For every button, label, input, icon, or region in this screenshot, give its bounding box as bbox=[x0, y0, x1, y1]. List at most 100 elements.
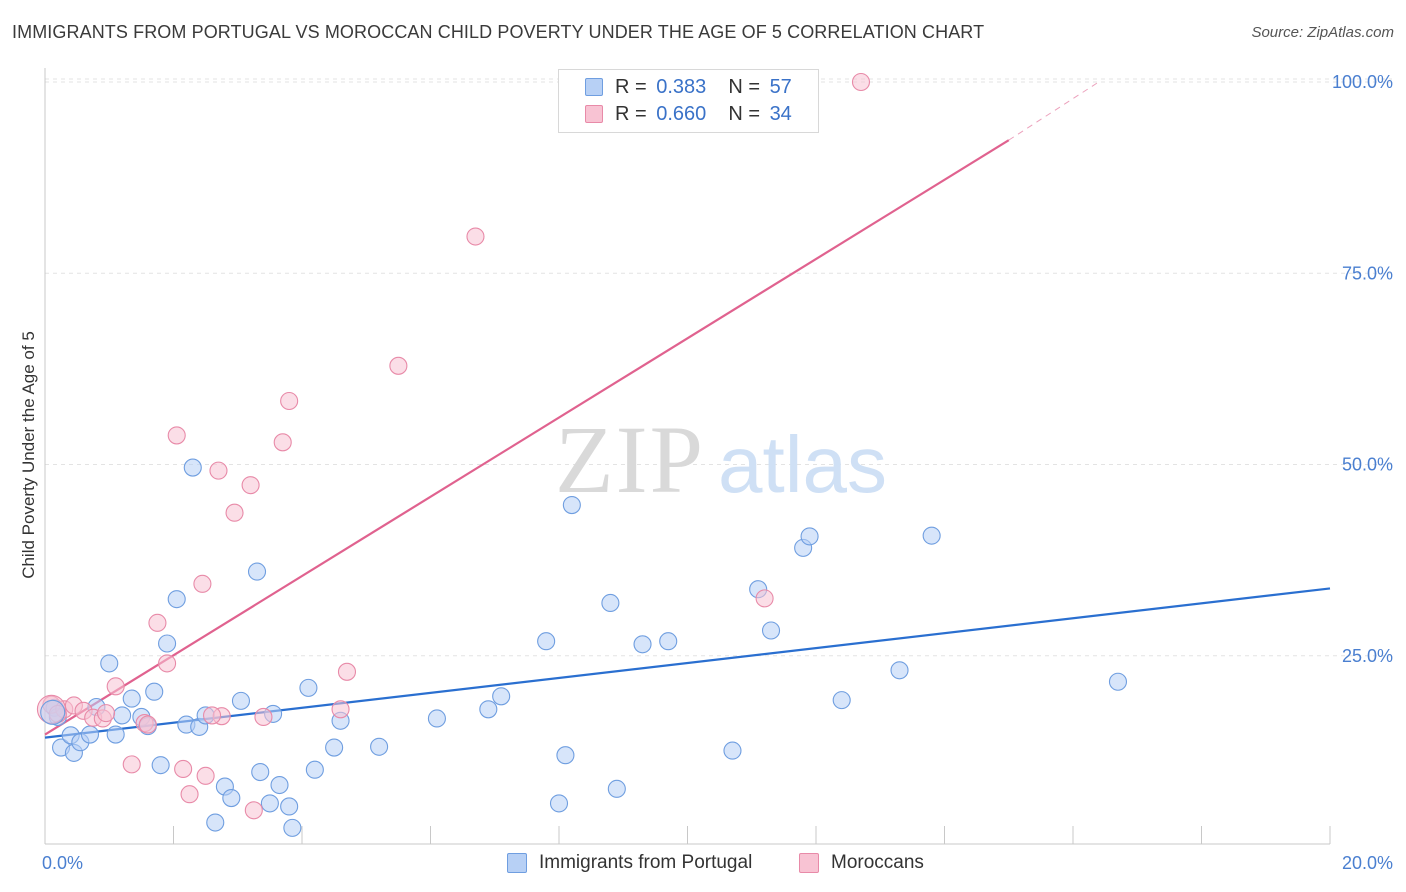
point-portugal bbox=[231, 691, 251, 710]
bottom-legend-swatch-moroccans bbox=[799, 853, 819, 873]
point-portugal bbox=[549, 794, 569, 813]
point-portugal bbox=[122, 689, 141, 708]
point-portugal bbox=[659, 632, 678, 651]
legend: R = 0.383 N = 57 R = 0.660 N = 34 bbox=[558, 69, 819, 133]
y-tick-label: 100.0% bbox=[1332, 72, 1393, 92]
point-moroccans bbox=[244, 801, 263, 820]
point-portugal bbox=[562, 495, 581, 515]
trend-line-moroccans bbox=[44, 139, 1010, 736]
bottom-legend-label-moroccans: Moroccans bbox=[831, 852, 924, 873]
y-tick-label: 75.0% bbox=[1342, 263, 1393, 283]
point-moroccans bbox=[209, 461, 228, 480]
x-tick-label: 20.0% bbox=[1342, 853, 1393, 873]
point-portugal bbox=[537, 632, 556, 651]
point-portugal bbox=[158, 634, 177, 653]
point-moroccans bbox=[158, 654, 177, 673]
trend-line-portugal bbox=[44, 587, 1331, 739]
point-moroccans bbox=[273, 433, 292, 452]
point-portugal bbox=[305, 760, 324, 779]
point-moroccans bbox=[466, 227, 485, 246]
point-portugal bbox=[40, 699, 66, 725]
bottom-legend-item-portugal: Immigrants from Portugal bbox=[507, 852, 752, 874]
point-portugal bbox=[633, 635, 652, 654]
point-portugal bbox=[100, 654, 119, 673]
point-portugal bbox=[80, 725, 100, 744]
legend-swatch-portugal bbox=[585, 78, 603, 96]
legend-r-label: R = bbox=[615, 75, 647, 98]
point-portugal bbox=[1108, 672, 1128, 691]
point-moroccans bbox=[122, 755, 141, 774]
watermark: ZIP atlas bbox=[555, 406, 887, 513]
point-portugal bbox=[106, 725, 125, 744]
point-moroccans bbox=[180, 785, 199, 804]
point-portugal bbox=[145, 682, 164, 701]
point-moroccans bbox=[106, 677, 125, 696]
bottom-legend: Immigrants from Portugal Moroccans bbox=[0, 852, 1406, 878]
watermark-zip: ZIP bbox=[555, 406, 705, 513]
point-portugal bbox=[151, 756, 170, 775]
y-tick-label: 50.0% bbox=[1342, 455, 1393, 475]
legend-r-value: 0.383 bbox=[656, 75, 707, 98]
point-portugal bbox=[299, 678, 318, 697]
point-moroccans bbox=[196, 766, 215, 785]
y-tick-label: 25.0% bbox=[1342, 646, 1393, 666]
point-portugal bbox=[206, 813, 225, 832]
point-moroccans bbox=[174, 759, 193, 779]
point-moroccans bbox=[241, 476, 260, 495]
point-portugal bbox=[761, 621, 781, 640]
point-portugal bbox=[280, 797, 299, 816]
x-tick-label: 0.0% bbox=[42, 853, 83, 873]
point-portugal bbox=[113, 706, 132, 725]
point-portugal bbox=[922, 526, 941, 545]
point-portugal bbox=[601, 593, 620, 613]
legend-row-portugal: R = 0.383 N = 57 bbox=[585, 74, 792, 100]
point-portugal bbox=[270, 775, 289, 795]
data-points bbox=[36, 72, 1128, 837]
point-moroccans bbox=[167, 426, 186, 445]
point-portugal bbox=[832, 691, 851, 710]
source-label: Source: ZipAtlas.com bbox=[1251, 24, 1394, 41]
point-portugal bbox=[492, 687, 511, 706]
point-portugal bbox=[556, 746, 575, 765]
point-moroccans bbox=[331, 700, 350, 719]
legend-n-label: N = bbox=[728, 102, 760, 125]
point-portugal bbox=[325, 738, 344, 757]
point-portugal bbox=[167, 590, 186, 609]
point-portugal bbox=[283, 818, 302, 837]
point-portugal bbox=[370, 737, 389, 756]
chart-title: IMMIGRANTS FROM PORTUGAL VS MOROCCAN CHI… bbox=[12, 22, 985, 42]
point-moroccans bbox=[851, 72, 871, 92]
point-portugal bbox=[607, 779, 626, 798]
point-moroccans bbox=[225, 503, 244, 522]
point-portugal bbox=[247, 562, 267, 581]
legend-r-label: R = bbox=[615, 102, 647, 125]
bottom-legend-label-portugal: Immigrants from Portugal bbox=[539, 852, 753, 873]
legend-n-value: 57 bbox=[769, 75, 792, 98]
legend-swatch-moroccans bbox=[585, 105, 603, 123]
point-portugal bbox=[222, 788, 241, 808]
point-portugal bbox=[890, 661, 909, 680]
point-portugal bbox=[723, 741, 742, 760]
bottom-legend-swatch-portugal bbox=[507, 853, 527, 873]
point-moroccans bbox=[280, 391, 299, 411]
point-portugal bbox=[183, 458, 202, 477]
point-moroccans bbox=[96, 704, 116, 723]
point-portugal bbox=[479, 700, 498, 719]
watermark-atlas: atlas bbox=[718, 420, 887, 509]
grid-lines bbox=[45, 78, 1392, 657]
point-moroccans bbox=[148, 613, 167, 632]
legend-n-label: N = bbox=[728, 75, 760, 98]
point-portugal bbox=[800, 527, 819, 546]
trend-line-moroccans-extension bbox=[1008, 81, 1099, 141]
legend-row-moroccans: R = 0.660 N = 34 bbox=[585, 101, 792, 127]
point-moroccans bbox=[337, 662, 357, 681]
point-moroccans bbox=[193, 574, 212, 593]
point-moroccans bbox=[755, 589, 774, 608]
point-moroccans bbox=[389, 356, 408, 375]
y-axis-title: Child Poverty Under the Age of 5 bbox=[19, 331, 38, 579]
legend-n-value: 34 bbox=[769, 102, 792, 125]
point-moroccans bbox=[254, 707, 273, 727]
point-portugal bbox=[427, 709, 446, 728]
point-moroccans bbox=[203, 706, 222, 725]
